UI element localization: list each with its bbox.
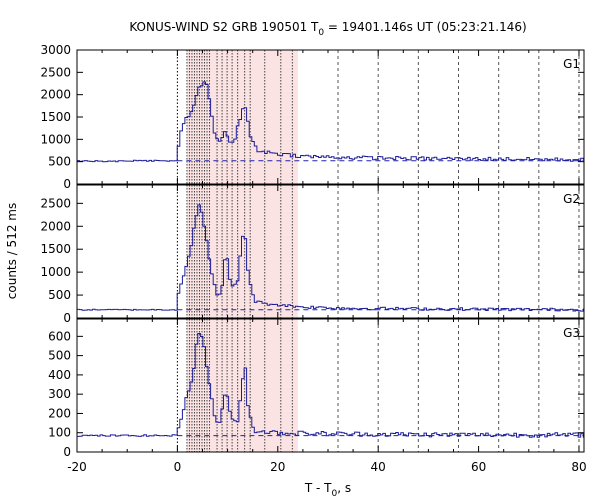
y-tick-label: 500: [48, 349, 71, 363]
y-tick-label: 100: [48, 426, 71, 440]
panel-g1: 0 500 1000 1500 2000 2500 3000 G1: [40, 43, 585, 191]
light-curve-g3: [77, 333, 584, 438]
panel-g3: 0 100 200 300 400 500 600 G3: [48, 318, 585, 459]
panel-frame: [76, 184, 585, 319]
panel-g2: 0 500 1000 1500 2000 2500 G2: [40, 184, 585, 325]
y-tick-label: 1500: [40, 110, 71, 124]
y-tick-label: 0: [63, 311, 71, 325]
panel-label-g1: G1: [563, 57, 580, 71]
x-tick-label: -20: [67, 460, 87, 474]
y-tick-label: 2500: [40, 196, 71, 210]
y-tick-label: 600: [48, 329, 71, 343]
chart-title-suffix: = 19401.146s UT (05:23:21.146): [324, 20, 527, 34]
light-curve-g2: [77, 204, 584, 312]
x-axis-label-prefix: T - T: [304, 481, 332, 495]
panel-frame: [76, 49, 585, 185]
panel-frame: [76, 318, 585, 453]
y-tick-label: 200: [48, 406, 71, 420]
x-tick-label: 20: [270, 460, 285, 474]
y-tick-label: 300: [48, 387, 71, 401]
y-tick-label: 2000: [40, 219, 71, 233]
panels-layer: 050010001500200025003000G105001000150020…: [40, 43, 586, 474]
y-tick-label: 2500: [40, 65, 71, 79]
x-tick-label: 40: [371, 460, 386, 474]
y-tick-label: 500: [48, 155, 71, 169]
y-tick-label: 2000: [40, 88, 71, 102]
y-tick-label: 3000: [40, 43, 71, 57]
y-axis-label: counts / 512 ms: [5, 203, 19, 299]
highlight-interval: [186, 50, 298, 184]
x-tick-label: 60: [471, 460, 486, 474]
x-axis-label-subscript: 0: [332, 489, 338, 499]
panel-label-g3: G3: [563, 326, 580, 340]
light-curve-g1: [77, 81, 584, 163]
chart-title-subscript: 0: [318, 28, 324, 38]
y-tick-label: 0: [63, 177, 71, 191]
x-axis-label-suffix: , s: [337, 481, 351, 495]
y-tick-label: 1500: [40, 242, 71, 256]
y-tick-label: 400: [48, 368, 71, 382]
y-tick-label: 0: [63, 445, 71, 459]
y-tick-label: 1000: [40, 132, 71, 146]
highlight-interval: [186, 185, 298, 318]
y-tick-label: 1000: [40, 265, 71, 279]
panel-label-g2: G2: [563, 192, 580, 206]
x-axis-label: T - T0, s: [304, 481, 351, 499]
x-tick-label: 80: [571, 460, 586, 474]
x-tick-label: 0: [174, 460, 182, 474]
y-tick-label: 500: [48, 288, 71, 302]
chart-title-prefix: KONUS-WIND S2 GRB 190501 T: [129, 20, 319, 34]
chart-title: KONUS-WIND S2 GRB 190501 T0 = 19401.146s…: [129, 20, 526, 38]
highlight-interval: [186, 319, 298, 452]
